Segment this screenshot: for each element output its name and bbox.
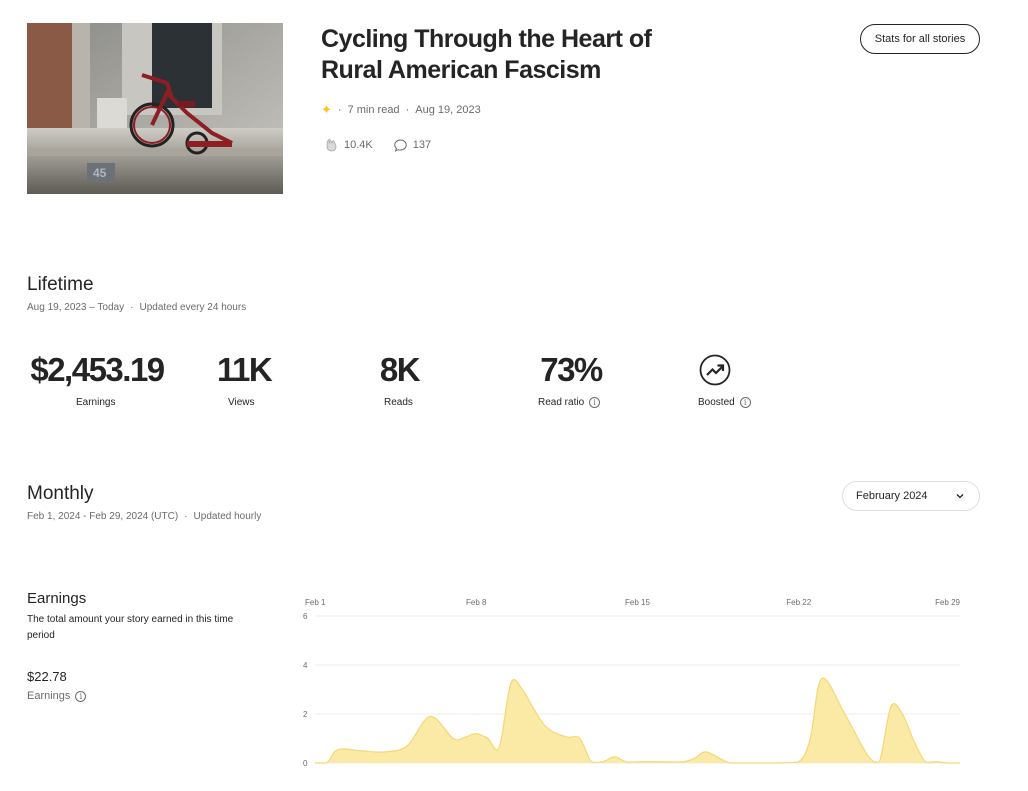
x-tick-label: Feb 8 [466, 598, 487, 607]
stat-label: Read ratio [538, 397, 585, 408]
stat-earnings: $2,453.19 Earnings [27, 350, 167, 408]
y-tick-label: 2 [303, 710, 308, 719]
clap-icon [326, 138, 337, 152]
lifetime-subtitle: Aug 19, 2023 – Today · Updated every 24 ho… [27, 302, 247, 313]
story-meta: ✦ · 7 min read · Aug 19, 2023 [321, 102, 481, 117]
stat-views: 11K Views [217, 350, 273, 408]
claps: 10.4K [323, 137, 373, 153]
response-count: 137 [412, 139, 432, 151]
earnings-area-chart: 0 2 4 6 Feb 1 Feb 8 Feb 15 Feb 22 Feb 29 [303, 598, 961, 768]
y-tick-label: 4 [303, 661, 308, 670]
monthly-range: Feb 1, 2024 - Feb 29, 2024 (UTC) [27, 511, 179, 522]
stat-value: 8K [379, 351, 421, 388]
stat-value: 73% [540, 351, 603, 388]
lifetime-heading: Lifetime [27, 274, 94, 295]
x-tick-label: Feb 29 [935, 598, 960, 607]
story-thumbnail[interactable]: 45 [27, 23, 283, 194]
info-icon[interactable]: i [75, 690, 87, 702]
stat-label: Earnings [76, 397, 116, 408]
month-dropdown-value: February 2024 [856, 490, 928, 502]
info-icon[interactable]: i [589, 397, 601, 408]
member-star-icon: ✦ [321, 102, 332, 117]
x-tick-label: Feb 1 [305, 598, 326, 607]
earnings-heading: Earnings [27, 590, 87, 607]
x-tick-label: Feb 22 [786, 598, 811, 607]
monthly-heading: Monthly [27, 483, 94, 504]
responses: 137 [393, 138, 431, 153]
y-tick-label: 6 [303, 612, 308, 621]
response-bubble-icon [394, 138, 407, 152]
chevron-down-icon [956, 494, 964, 499]
tricycle-photo: 45 [27, 23, 283, 194]
engagement-row: 10.4K 137 [323, 137, 451, 153]
earnings-value: $22.78 [27, 669, 67, 684]
stat-value: $2,453.19 [30, 351, 165, 388]
x-tick-label: Feb 15 [625, 598, 650, 607]
story-title[interactable]: Cycling Through the Heart of Rural Ameri… [321, 25, 652, 84]
stat-reads: 8K Reads [377, 350, 422, 408]
stats-for-all-stories-button[interactable]: Stats for all stories [860, 24, 980, 54]
lifetime-update: Updated every 24 hours [139, 302, 247, 313]
y-tick-label: 0 [303, 759, 308, 768]
earnings-line [314, 677, 960, 764]
stat-label-wrap: Read ratio i [538, 397, 601, 408]
earnings-area [315, 678, 960, 763]
read-time: 7 min read [347, 104, 400, 116]
stat-label: Boosted [698, 397, 735, 408]
monthly-update: Updated hourly [193, 511, 262, 522]
clap-count: 10.4K [344, 139, 373, 151]
monthly-subtitle: Feb 1, 2024 - Feb 29, 2024 (UTC) · Updated… [27, 511, 262, 522]
stat-value: 11K [217, 351, 273, 388]
earnings-description: The total amount your story earned in th… [27, 614, 234, 641]
publish-date: Aug 19, 2023 [415, 104, 481, 116]
lifetime-range: Aug 19, 2023 – Today [27, 302, 125, 313]
earnings-label-wrap: Earnings i [27, 690, 87, 702]
stat-boosted: Boosted i [698, 350, 758, 408]
house-number: 45 [93, 166, 107, 180]
stat-read-ratio: 73% Read ratio i [538, 350, 604, 408]
earnings-label: Earnings [27, 690, 71, 702]
month-dropdown[interactable]: February 2024 [842, 481, 980, 511]
stat-label: Reads [384, 397, 413, 408]
info-icon[interactable]: i [739, 397, 751, 408]
stat-label: Views [228, 397, 255, 408]
boosted-icon-wrap [698, 350, 732, 390]
boost-trend-icon [699, 354, 731, 386]
stat-label-wrap: Boosted i [698, 397, 751, 408]
